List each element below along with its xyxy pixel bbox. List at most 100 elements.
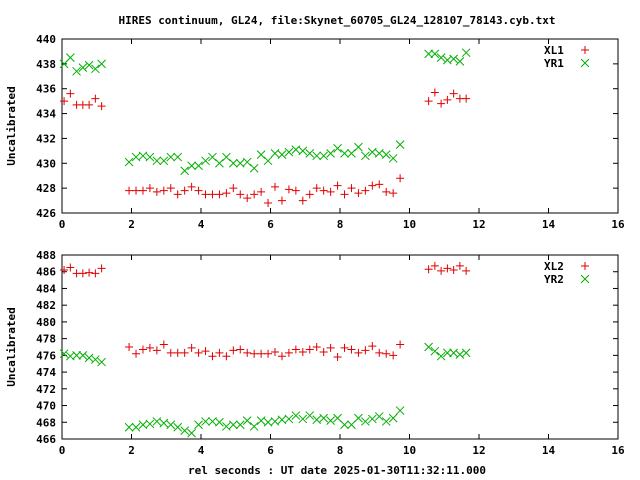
data-point-yr1 [319,151,329,161]
data-point-yr2 [152,417,162,426]
data-point-yr1 [215,158,224,168]
data-point-yr2 [455,350,465,359]
data-point-yr2 [461,348,471,358]
data-point-yr1 [138,151,148,161]
data-point-xl2 [229,346,238,355]
data-point-yr1 [173,152,183,162]
y-tick-label: 488 [36,249,56,262]
x-tick-label: 0 [59,444,66,457]
data-point-xl1 [180,186,189,195]
data-point-yr2 [291,411,301,420]
x-tick-label: 6 [267,444,274,457]
x-tick-label: 4 [198,444,205,457]
data-point-xl2 [368,342,377,351]
x-tick-label: 6 [267,218,274,231]
data-point-yr2 [84,353,94,363]
data-point-xl2 [243,348,252,357]
data-point-xl1 [85,100,94,109]
data-point-xl2 [389,351,398,360]
data-point-yr1 [72,66,81,76]
data-point-yr2 [430,346,440,356]
data-point-yr1 [347,148,356,158]
data-point-xl2 [97,264,106,273]
data-point-xl1 [187,182,196,191]
data-point-xl2 [347,345,356,354]
data-point-yr1 [180,166,190,176]
data-point-xl1 [91,94,100,103]
data-point-xl2 [312,343,321,351]
data-point-yr1 [354,142,363,152]
data-point-yr2 [374,412,384,421]
data-point-xl1 [166,184,175,193]
data-point-xl2 [145,343,154,352]
data-point-xl1 [326,187,335,196]
data-point-xl1 [194,186,203,195]
legend-label-yr1: YR1 [544,57,564,70]
data-point-yr1 [277,150,287,159]
plot-frame [61,38,619,214]
data-point-xl2 [250,349,259,358]
data-point-xl1 [243,194,252,203]
data-point-xl1 [449,89,458,98]
x-axis-label: rel seconds : UT date 2025-01-30T11:32:1… [188,464,486,477]
y-tick-label: 438 [36,58,56,71]
data-point-xl1 [145,184,154,193]
data-point-yr1 [97,59,106,69]
data-point-yr2 [91,355,100,364]
data-point-yr2 [443,348,452,358]
data-point-xl1 [333,181,342,190]
data-point-xl1 [368,181,377,190]
data-point-yr2 [159,418,169,428]
data-point-yr1 [388,153,398,163]
data-point-xl2 [340,343,349,352]
data-point-xl1 [312,184,321,193]
data-point-yr2 [145,419,155,429]
data-point-yr1 [152,156,162,166]
data-point-xl1 [152,187,161,196]
data-point-xl2 [257,349,266,358]
data-point-yr2 [249,422,259,431]
data-point-xl2 [437,266,446,275]
data-point-xl2 [326,343,335,352]
data-point-xl2 [173,348,182,357]
top-panel: 0 2 4 6 8 10 12 14 16 426 428 430 432 434 436 438 440 Unc… [5,33,625,231]
data-point-xl2 [449,266,458,275]
data-point-yr2 [388,413,398,423]
data-point-xl1 [305,190,314,199]
data-point-xl1 [443,95,452,104]
y-tick-label: 430 [36,157,56,170]
data-point-xl1 [159,186,168,195]
data-point-xl2 [291,345,300,354]
data-point-yr2 [215,417,224,427]
data-point-yr1 [145,152,155,162]
data-point-yr2 [138,420,148,430]
legend-marker-xl2 [581,262,589,270]
y-tick-label: 428 [36,182,56,195]
data-point-yr1 [249,163,259,173]
x-tick-label: 2 [128,444,135,457]
data-point-yr1 [65,53,75,62]
x-tick-label: 2 [128,218,135,231]
data-point-xl1 [284,185,293,194]
y-tick-label: 468 [36,416,56,429]
bottom-panel: 0 2 4 6 8 10 12 14 16466468470472474476478480482… [5,249,625,457]
data-point-yr2 [277,415,287,425]
legend-marker-xl1 [581,46,589,54]
y-tick-label: 472 [36,383,56,396]
data-point-yr2 [256,416,266,425]
data-point-xl2 [222,352,231,361]
y-tick-label: 484 [36,282,56,295]
data-point-yr2 [333,413,342,423]
data-point-yr1 [166,152,176,162]
data-point-xl1 [319,186,328,195]
data-point-xl1 [430,88,439,97]
data-point-yr1 [84,60,94,70]
data-point-xl1 [173,190,182,199]
data-point-xl2 [236,345,245,354]
data-point-yr1 [187,161,196,171]
data-point-yr1 [78,63,88,72]
data-point-xl2 [305,345,314,354]
legend-label-xl2: XL2 [544,260,564,273]
data-point-xl2 [91,269,100,278]
